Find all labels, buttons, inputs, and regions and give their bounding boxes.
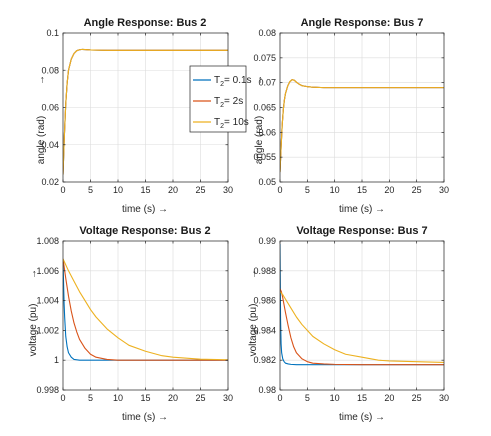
series-line-2 <box>280 288 444 366</box>
x-tick-label: 30 <box>223 185 233 195</box>
x-tick-label: 15 <box>140 393 150 403</box>
x-tick-label: 20 <box>384 185 394 195</box>
x-tick-label: 10 <box>330 185 340 195</box>
x-tick-label: 0 <box>60 393 65 403</box>
y-tick-label: 1 <box>54 355 59 365</box>
chart-title: Voltage Response: Bus 7 <box>296 225 427 237</box>
y-axis-arrow: → <box>28 269 39 279</box>
x-tick-label: 0 <box>277 393 282 403</box>
x-tick-label: 30 <box>223 393 233 403</box>
x-tick-label: 30 <box>439 393 449 403</box>
x-tick-label: 25 <box>195 185 205 195</box>
y-tick-label: 0.02 <box>41 177 59 187</box>
x-tick-label: 0 <box>60 185 65 195</box>
y-axis-arrow: → <box>254 75 265 85</box>
x-axis-label: time (s) → <box>339 204 385 215</box>
chart-title: Angle Response: Bus 7 <box>301 17 424 29</box>
x-axis-label: time (s) → <box>339 412 385 423</box>
y-tick-label: 0.986 <box>253 296 276 306</box>
x-tick-label: 15 <box>140 185 150 195</box>
x-axis-label: time (s) → <box>122 204 168 215</box>
x-tick-label: 15 <box>357 393 367 403</box>
y-tick-label: 0.08 <box>41 65 59 75</box>
x-tick-label: 25 <box>195 393 205 403</box>
y-tick-label: 0.984 <box>253 325 276 335</box>
series-group <box>63 48 228 175</box>
plot-area: 0 5 10 15 20 25 30 0.98 0.982 0.984 0.986 0.988 0.99 <box>253 236 449 403</box>
panel-voltage-bus-7: Voltage Response: Bus 7 time (s) → volta… <box>248 225 449 423</box>
y-tick-label: 1.002 <box>36 325 59 335</box>
x-tick-label: 20 <box>168 185 178 195</box>
legend-label: T2= 0.1s <box>214 75 252 88</box>
legend-entry: T2= 10s <box>193 117 249 130</box>
series-group <box>280 243 444 366</box>
legend-entry: T2= 0.1s <box>193 75 252 88</box>
x-tick-label: 15 <box>357 185 367 195</box>
series-line-3 <box>63 48 228 175</box>
y-tick-label: 0.075 <box>253 53 276 63</box>
y-axis-label: angle (rad) <box>254 116 265 164</box>
x-tick-label: 5 <box>305 185 310 195</box>
panel-voltage-bus-2: Voltage Response: Bus 2 time (s) → volta… <box>28 225 233 423</box>
legend-box <box>189 65 247 133</box>
y-tick-label: 0.08 <box>258 28 276 38</box>
panel-angle-bus-7: Angle Response: Bus 7 time (s) → angle (… <box>253 17 449 215</box>
y-axis-arrow: → <box>248 269 259 279</box>
y-tick-label: 0.982 <box>253 355 276 365</box>
x-tick-label: 30 <box>439 185 449 195</box>
x-tick-label: 10 <box>330 393 340 403</box>
x-tick-label: 10 <box>113 393 123 403</box>
series-group <box>280 79 444 173</box>
y-axis-label: voltage (pu) <box>248 304 259 357</box>
y-axis-arrow: → <box>36 75 47 85</box>
legend-entry: T2= 2s <box>193 96 243 109</box>
plot-area: 0 5 10 15 20 25 30 0.05 0.055 0.06 0.065 0.07 0.075 0… <box>253 28 449 195</box>
y-tick-label: 1.004 <box>36 296 59 306</box>
y-tick-label: 1.006 <box>36 266 59 276</box>
y-tick-label: 0.07 <box>258 78 276 88</box>
chart-title: Angle Response: Bus 2 <box>84 17 207 29</box>
y-tick-label: 0.1 <box>46 28 59 38</box>
x-tick-label: 25 <box>412 185 422 195</box>
x-tick-label: 20 <box>384 393 394 403</box>
y-tick-label: 0.05 <box>258 177 276 187</box>
legend: T2= 0.1s T2= 2s T2= 10s <box>189 65 252 133</box>
plot-area: 0 5 10 15 20 25 30 0.998 1 1.002 1.004 1.006 1.008 <box>36 236 233 403</box>
y-tick-label: 0.04 <box>41 140 59 150</box>
x-tick-label: 5 <box>88 185 93 195</box>
y-axis-label: voltage (pu) <box>28 304 39 357</box>
y-tick-label: 0.055 <box>253 152 276 162</box>
series-line-3 <box>280 79 444 173</box>
x-tick-label: 25 <box>412 393 422 403</box>
legend-label: T2= 10s <box>214 117 249 130</box>
series-line-3 <box>63 258 228 361</box>
x-tick-label: 20 <box>168 393 178 403</box>
x-tick-label: 0 <box>277 185 282 195</box>
x-axis-label: time (s) → <box>122 412 168 423</box>
x-tick-label: 5 <box>305 393 310 403</box>
y-tick-label: 0.06 <box>41 103 59 113</box>
y-tick-label: 0.06 <box>258 127 276 137</box>
y-axis-label: angle (rad) <box>36 116 47 164</box>
series-line-2 <box>63 258 228 361</box>
series-group <box>63 258 228 361</box>
chart-title: Voltage Response: Bus 2 <box>79 225 210 237</box>
x-tick-label: 5 <box>88 393 93 403</box>
series-line-1 <box>280 243 444 366</box>
y-tick-label: 0.988 <box>253 266 276 276</box>
y-tick-label: 1.008 <box>36 236 59 246</box>
y-tick-label: 0.99 <box>258 236 276 246</box>
y-tick-label: 0.98 <box>258 385 276 395</box>
series-line-3 <box>280 291 444 363</box>
legend-label: T2= 2s <box>214 96 243 109</box>
x-tick-label: 10 <box>113 185 123 195</box>
y-tick-label: 0.065 <box>253 103 276 113</box>
y-tick-label: 0.998 <box>36 385 59 395</box>
